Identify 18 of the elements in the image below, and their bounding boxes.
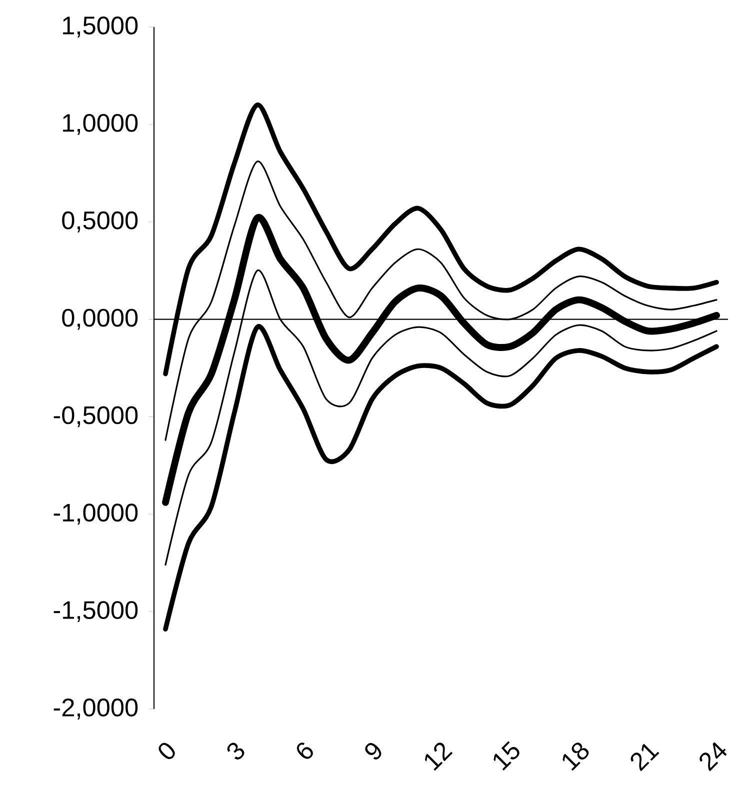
x-tick-label: 18 [562, 742, 589, 771]
x-tick-label: 21 [630, 744, 660, 772]
y-tick-label: 1,0000 [63, 114, 138, 135]
x-tick-label: 24 [700, 742, 727, 772]
x-tick-label: 12 [424, 742, 453, 771]
x-tick-label: 9 [365, 743, 382, 760]
y-tick-label: -0,5000 [54, 406, 138, 428]
x-tick-label: 6 [296, 742, 313, 759]
line-series [163, 324, 719, 632]
x-tick-label: 0 [158, 742, 175, 760]
y-tick-label: 0,5000 [62, 211, 138, 232]
x-tick-label: 15 [494, 741, 520, 771]
x-tick-label: 3 [227, 742, 244, 760]
y-tick-label: -1,5000 [54, 601, 138, 622]
y-tick-label: -2,0000 [54, 698, 138, 720]
y-tick-label: -1,0000 [54, 504, 138, 525]
y-tick-label: 1,5000 [63, 16, 138, 38]
y-tick-label: 0,0000 [62, 308, 138, 330]
